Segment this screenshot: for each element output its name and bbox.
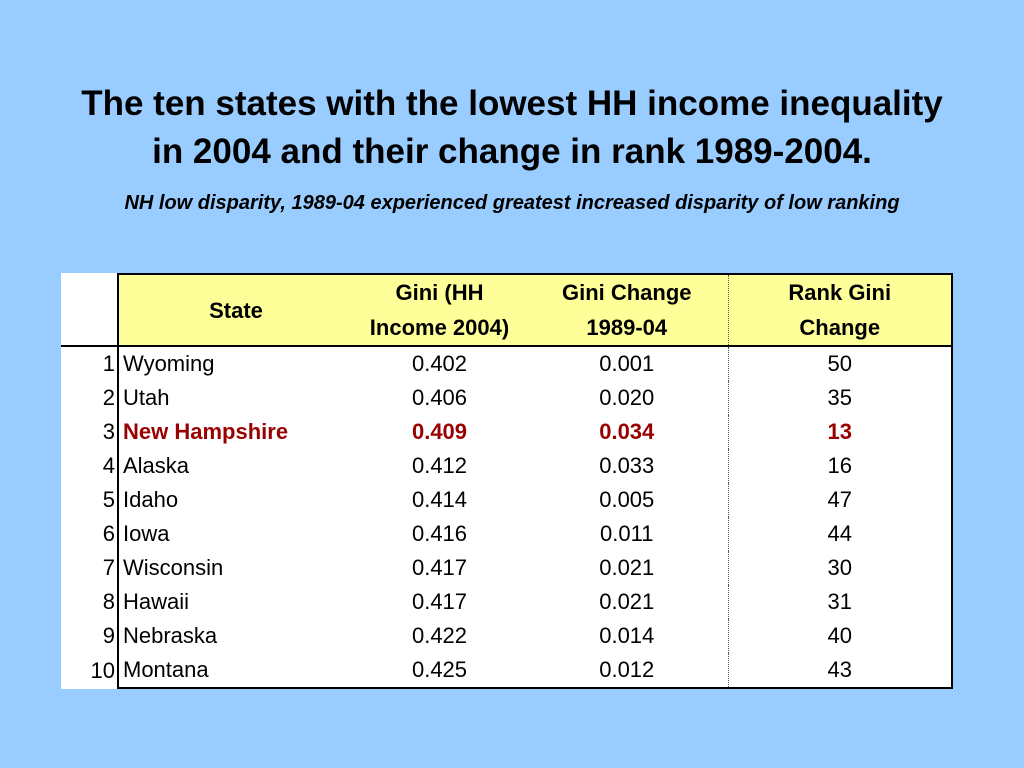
state-name: Montana	[117, 653, 353, 689]
state-name: Alaska	[117, 449, 353, 483]
table-row: 10 Montana 0.425 0.012 43	[61, 653, 953, 689]
gini-value: 0.406	[411, 385, 468, 410]
gini-value: 0.417	[411, 589, 468, 614]
rank-change-value: 35	[727, 381, 953, 415]
gini-change-value: 0.034	[599, 419, 655, 444]
table-row: 1 Wyoming 0.402 0.001 50	[61, 346, 953, 381]
gini-value: 0.409	[411, 419, 468, 444]
table-row-highlighted: 3 New Hampshire 0.409 0.034 13	[61, 415, 953, 449]
index-column-header	[61, 274, 118, 346]
rank-change-value: 13	[727, 415, 953, 449]
gini-column-header: Gini (HH Income 2004)	[353, 273, 526, 346]
table-row: 5 Idaho 0.414 0.005 47	[61, 483, 953, 517]
row-index: 2	[102, 385, 115, 410]
rank-change-value: 31	[727, 585, 953, 619]
table-row: 6 Iowa 0.416 0.011 44	[61, 517, 953, 551]
rank-change-column-header: Rank Gini Change	[727, 273, 953, 346]
gini-change-column-header: Gini Change 1989-04	[526, 273, 728, 346]
rank-header-line-2: Change	[799, 315, 881, 340]
gini-change-header-line-2: 1989-04	[586, 315, 668, 340]
rank-change-value: 30	[727, 551, 953, 585]
gini-value: 0.425	[353, 653, 526, 689]
rank-change-value: 50	[727, 346, 953, 381]
rank-change-value: 44	[727, 517, 953, 551]
row-index: 10	[90, 657, 115, 683]
rank-change-value: 40	[727, 619, 953, 653]
gini-change-value: 0.001	[599, 351, 655, 376]
row-index: 7	[102, 555, 115, 580]
state-name: Wisconsin	[117, 551, 353, 585]
gini-table: State Gini (HH Income 2004) Gini Change …	[61, 273, 953, 689]
table-row: 8 Hawaii 0.417 0.021 31	[61, 585, 953, 619]
gini-change-value: 0.014	[599, 623, 655, 648]
state-name: Iowa	[117, 517, 353, 551]
rank-change-value: 43	[727, 653, 953, 689]
gini-value: 0.417	[411, 555, 468, 580]
gini-header-line-2: Income 2004)	[369, 315, 510, 340]
state-name: Nebraska	[117, 619, 353, 653]
state-header-label: State	[209, 297, 263, 323]
gini-change-value: 0.012	[526, 653, 728, 689]
table-row: 4 Alaska 0.412 0.033 16	[61, 449, 953, 483]
gini-change-value: 0.011	[600, 521, 654, 546]
gini-change-value: 0.020	[599, 385, 655, 410]
state-name: Hawaii	[117, 585, 353, 619]
rank-change-value: 16	[727, 449, 953, 483]
gini-change-value: 0.033	[599, 453, 655, 478]
row-index: 1	[102, 351, 115, 376]
gini-change-value: 0.005	[599, 487, 655, 512]
state-name: Utah	[117, 381, 353, 415]
state-name: Wyoming	[117, 346, 353, 381]
table-row: 2 Utah 0.406 0.020 35	[61, 381, 953, 415]
row-index: 8	[102, 589, 115, 614]
rank-header-line-1: Rank Gini	[788, 280, 892, 305]
gini-value: 0.414	[411, 487, 468, 512]
rank-change-value: 47	[727, 483, 953, 517]
row-index: 4	[102, 453, 115, 478]
slide-title-line-2: in 2004 and their change in rank 1989-20…	[152, 132, 872, 171]
row-index: 9	[102, 623, 115, 648]
gini-value: 0.402	[411, 351, 468, 376]
gini-change-value: 0.021	[599, 589, 655, 614]
slide-title: The ten states with the lowest HH income…	[0, 80, 1024, 176]
slide-title-line-1: The ten states with the lowest HH income…	[81, 84, 943, 123]
state-column-header: State	[117, 273, 353, 346]
table-row: 9 Nebraska 0.422 0.014 40	[61, 619, 953, 653]
gini-change-value: 0.021	[599, 555, 655, 580]
gini-value: 0.412	[411, 453, 468, 478]
table-header-row: State Gini (HH Income 2004) Gini Change …	[61, 273, 953, 346]
slide-subtitle: NH low disparity, 1989-04 experienced gr…	[124, 192, 900, 214]
gini-value: 0.416	[411, 521, 468, 546]
table-row: 7 Wisconsin 0.417 0.021 30	[61, 551, 953, 585]
gini-value: 0.422	[411, 623, 468, 648]
row-index: 6	[102, 521, 115, 546]
state-name: New Hampshire	[117, 415, 353, 449]
gini-change-header-line-1: Gini Change	[561, 280, 692, 305]
state-name: Idaho	[117, 483, 353, 517]
gini-header-line-1: Gini (HH	[395, 280, 484, 305]
row-index: 5	[102, 487, 115, 512]
row-index: 3	[102, 419, 115, 444]
